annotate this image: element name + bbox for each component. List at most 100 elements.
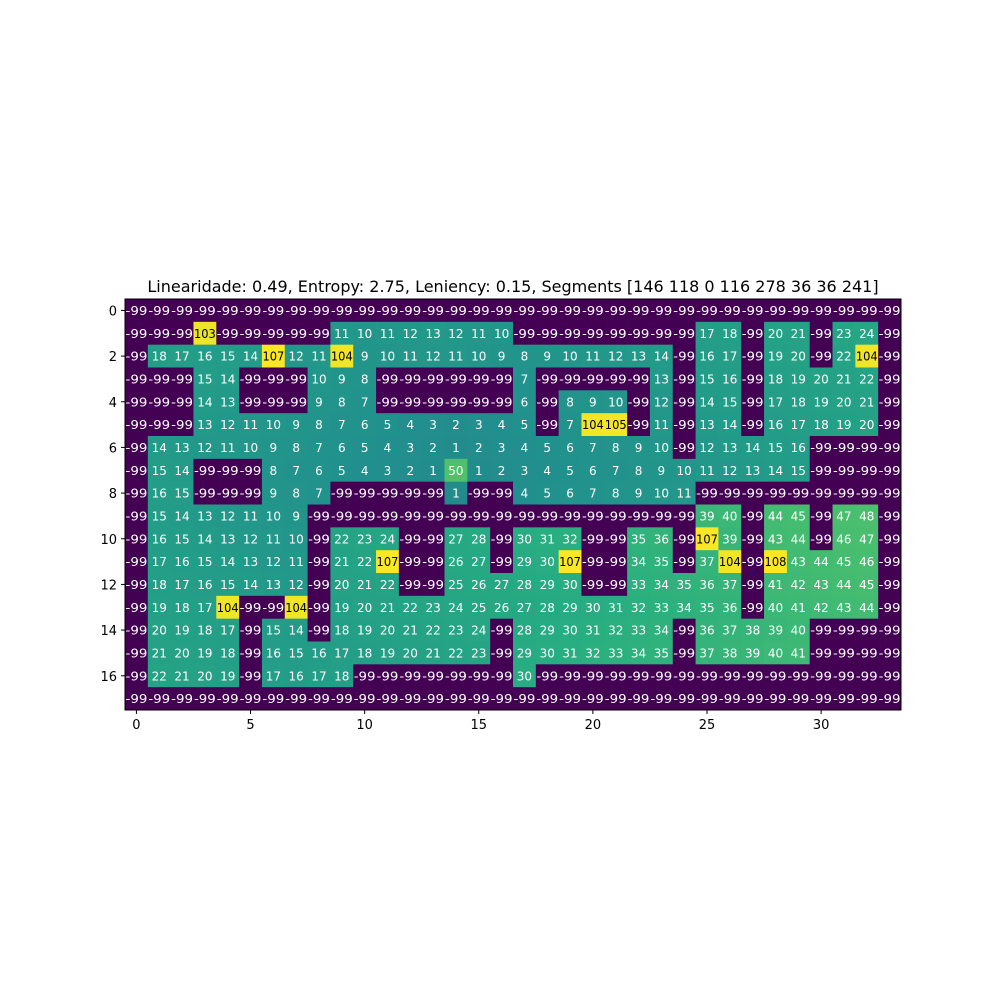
heatmap-cells [125, 299, 902, 711]
heatmap-cell [421, 481, 445, 505]
heatmap-cell-label: 12 [608, 350, 623, 364]
heatmap-cell [398, 527, 423, 551]
heatmap-cell-label: 29 [540, 624, 555, 638]
heatmap-cell [261, 504, 286, 528]
heatmap-cell-label: 5 [543, 441, 551, 455]
heatmap-cell-label: -99 [696, 692, 718, 706]
heatmap-cell [741, 664, 765, 688]
heatmap-cell-label: -99 [399, 304, 421, 318]
heatmap-cell-label: 20 [859, 418, 874, 432]
heatmap-cell [261, 436, 286, 460]
heatmap-cell [467, 390, 491, 414]
heatmap-cell-label: -99 [559, 692, 581, 706]
heatmap-cell [444, 413, 468, 437]
heatmap-cell-label: 41 [768, 578, 783, 592]
heatmap-cell [672, 321, 696, 346]
heatmap-cell [170, 504, 194, 528]
heatmap-cell-label: -99 [171, 304, 193, 318]
heatmap-cell-label: -99 [148, 327, 170, 341]
heatmap-cell [695, 664, 719, 688]
heatmap-cell [170, 664, 194, 688]
heatmap-cell-label: -99 [559, 372, 581, 386]
heatmap-cell-label: 35 [654, 555, 669, 569]
heatmap-cell-label: 44 [791, 532, 806, 546]
heatmap-cell [193, 595, 217, 620]
heatmap-cell-label: 44 [813, 555, 828, 569]
heatmap-cell [558, 481, 582, 505]
heatmap-cell [330, 344, 354, 368]
heatmap-cell [490, 641, 514, 665]
heatmap-cell [307, 595, 331, 620]
heatmap-cell-label: -99 [810, 624, 832, 638]
heatmap-cell-label: -99 [833, 464, 855, 478]
heatmap-cell-label: 4 [543, 464, 551, 478]
heatmap-cell-label: 18 [174, 601, 189, 615]
heatmap-cell [421, 573, 445, 597]
heatmap-cell-label: 29 [562, 601, 577, 615]
heatmap-cell [490, 413, 514, 437]
heatmap-cell-label: 20 [174, 646, 189, 660]
heatmap-cell-label: -99 [765, 304, 787, 318]
heatmap-cell-label: 10 [357, 327, 372, 341]
heatmap-cell-label: 32 [585, 646, 600, 660]
heatmap-cell-label: 21 [836, 372, 851, 386]
heatmap-cell-label: 104 [582, 418, 604, 432]
heatmap-cell-label: 1 [475, 464, 483, 478]
heatmap-cell-label: -99 [354, 304, 376, 318]
heatmap-cell [284, 344, 308, 368]
heatmap-cell [581, 413, 605, 437]
heatmap-cell-label: 34 [654, 624, 669, 638]
heatmap-cell [421, 344, 445, 368]
heatmap-cell [490, 664, 514, 688]
heatmap-cell [672, 595, 696, 620]
heatmap-cell-label: -99 [765, 692, 787, 706]
chart-title: Linearidade: 0.49, Entropy: 2.75, Lenien… [147, 277, 878, 296]
heatmap-cell [764, 618, 788, 642]
heatmap-cell [809, 664, 833, 688]
heatmap-cell [376, 458, 400, 483]
heatmap-cell [718, 390, 742, 414]
heatmap-cell [239, 618, 263, 642]
heatmap-cell-label: 27 [494, 578, 509, 592]
heatmap-cell-label: -99 [742, 509, 764, 523]
heatmap-cell-label: -99 [148, 692, 170, 706]
heatmap-cell [672, 504, 696, 528]
heatmap-cell [581, 367, 605, 391]
heatmap-cell-label: 11 [289, 555, 304, 569]
heatmap-cell-label: 38 [745, 624, 760, 638]
heatmap-cell-label: 27 [448, 532, 463, 546]
heatmap-cell [558, 390, 582, 414]
heatmap-cell-label: 2 [475, 441, 483, 455]
heatmap-cell [353, 436, 377, 460]
heatmap-cell-label: 10 [266, 509, 281, 523]
heatmap-cell-label: -99 [468, 395, 490, 409]
heatmap-cell [513, 344, 537, 368]
heatmap-cell [672, 550, 696, 574]
heatmap-cell-label: 36 [654, 532, 669, 546]
heatmap-cell-label: -99 [399, 578, 421, 592]
heatmap-cell-label: -99 [628, 395, 650, 409]
heatmap-cell [764, 595, 788, 620]
heatmap-cell-label: -99 [308, 509, 330, 523]
heatmap-cell [786, 481, 811, 505]
heatmap-cell-label: -99 [445, 669, 467, 683]
heatmap-cell-label: -99 [742, 601, 764, 615]
heatmap-cell [741, 413, 765, 437]
heatmap-cell [170, 618, 194, 642]
heatmap-cell-label: -99 [628, 669, 650, 683]
heatmap-cell [490, 458, 514, 483]
heatmap-cell-label: -99 [810, 487, 832, 501]
heatmap-cell [490, 436, 514, 460]
heatmap-cell-label: 11 [448, 350, 463, 364]
heatmap-cell [147, 664, 172, 688]
heatmap-cell-label: 29 [540, 578, 555, 592]
heatmap-cell-label: 8 [315, 418, 323, 432]
heatmap-cell-label: 35 [631, 532, 646, 546]
heatmap-cell [467, 481, 491, 505]
heatmap-cell [307, 573, 331, 597]
heatmap-cell-label: -99 [491, 487, 513, 501]
heatmap-cell [535, 436, 560, 460]
heatmap-cell [604, 618, 628, 642]
heatmap-cell [672, 664, 696, 688]
heatmap-cell [695, 573, 719, 597]
